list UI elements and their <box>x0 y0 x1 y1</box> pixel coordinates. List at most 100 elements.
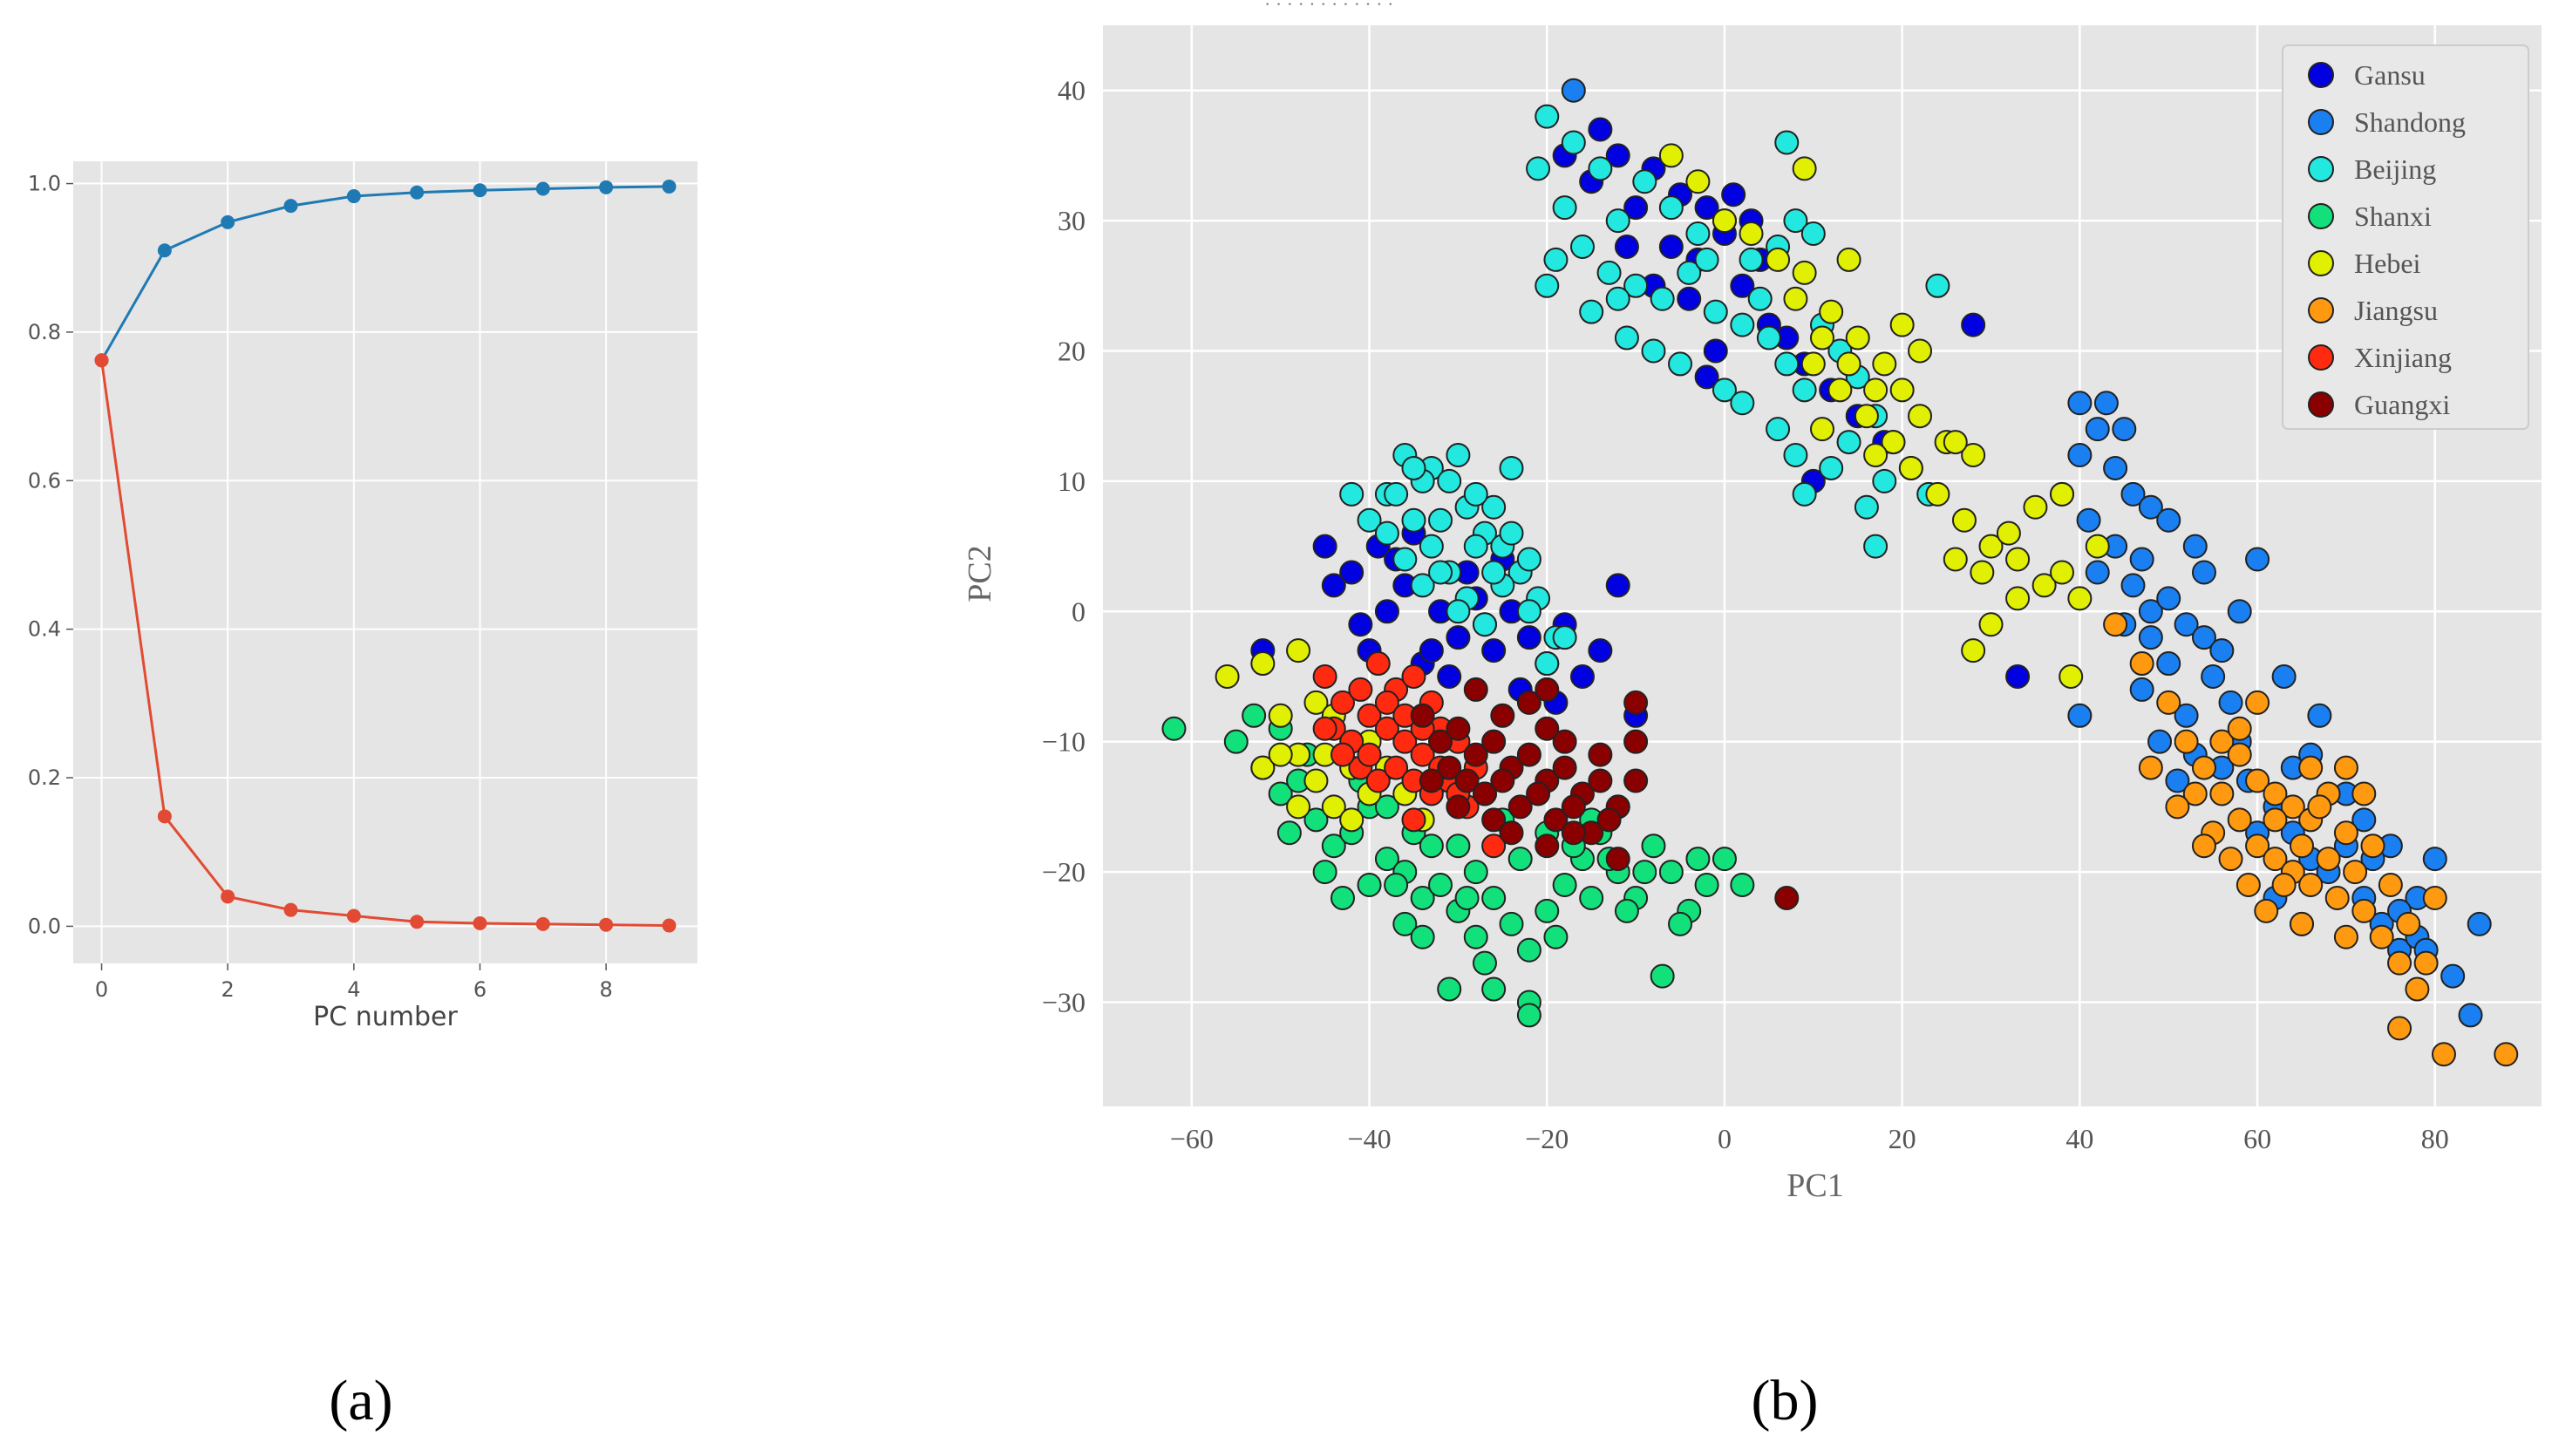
y-axis-label-b: PC2 <box>962 545 998 602</box>
scatter-point-hebei <box>1685 169 1711 194</box>
scatter-point-shanxi <box>1694 873 1719 898</box>
scatter-point-shanxi <box>1223 729 1249 754</box>
tick-label-x-a: 2 <box>221 977 235 1002</box>
scatter-point-xinjiang <box>1365 651 1391 677</box>
tick-label-y-a: 0.4 <box>28 617 61 642</box>
scatter-point-shanxi <box>1454 885 1480 910</box>
data-point-individual <box>599 917 614 932</box>
scatter-point-guangxi <box>1446 716 1471 741</box>
scatter-point-beijing <box>1766 417 1791 442</box>
data-point-individual <box>535 916 550 931</box>
scatter-point-shanxi <box>1268 781 1293 806</box>
scatter-point-shanxi <box>1516 937 1541 963</box>
ticks-b: −60 −40 −20 0 20 40 60 80 −30 −20 −10 0 10 20 30 40 <box>1042 75 2449 1154</box>
scatter-point-gansu <box>1730 273 1755 298</box>
scatter-point-beijing <box>1792 481 1817 507</box>
scatter-point-beijing <box>1446 599 1471 624</box>
legend-marker-xinjiang <box>2308 344 2334 371</box>
tick-label-x-b: −40 <box>1348 1123 1392 1154</box>
scatter-point-xinjiang <box>1330 742 1355 767</box>
scatter-point-hebei <box>1854 404 1879 429</box>
scatter-point-jiangsu <box>2298 873 2324 898</box>
scatter-point-gansu <box>1677 286 1702 311</box>
scatter-point-hebei <box>1970 560 1995 585</box>
scatter-point-beijing <box>1499 520 1524 546</box>
x-axis-label-a: PC number <box>313 1002 458 1032</box>
tick-label-y-a: 0.2 <box>28 765 61 790</box>
scatter-point-hebei <box>1792 156 1817 181</box>
scatter-point-gansu <box>1658 234 1684 259</box>
scatter-point-jiangsu <box>2307 794 2332 820</box>
scatter-point-guangxi <box>1463 742 1488 767</box>
scatter-point-beijing <box>1552 195 1577 221</box>
scatter-point-shanxi <box>1535 898 1560 923</box>
scatter-point-hebei <box>1800 351 1826 377</box>
scatter-point-hebei <box>1819 299 1844 324</box>
scatter-point-xinjiang <box>1357 703 1382 728</box>
scatter-point-beijing <box>1730 391 1755 416</box>
scatter-point-jiangsu <box>2165 794 2190 820</box>
scatter-point-xinjiang <box>1410 742 1435 767</box>
scatter-point-guangxi <box>1526 781 1551 806</box>
scatter-point-beijing <box>1650 286 1675 311</box>
scatter-point-beijing <box>1774 351 1800 377</box>
scatter-point-gansu <box>1570 663 1595 689</box>
scatter-point-jiangsu <box>2191 755 2216 780</box>
scatter-point-hebei <box>2050 560 2074 585</box>
scatter-point-shandong <box>2245 547 2270 572</box>
scatter-point-guangxi <box>1507 794 1533 820</box>
scatter-point-beijing <box>1774 130 1800 155</box>
scatter-point-beijing <box>1446 443 1471 468</box>
scatter-point-beijing <box>1739 247 1764 272</box>
scatter-point-hebei <box>1863 443 1888 468</box>
ticks-a: 0 2 4 6 8 0.0 0.2 0.4 0.6 0.8 1.0 <box>28 172 613 1002</box>
scatter-point-beijing <box>1756 325 1781 350</box>
legend-label-shanxi: Shanxi <box>2354 201 2432 232</box>
scatter-point-jiangsu <box>2333 820 2358 846</box>
scatter-point-beijing <box>1526 156 1551 181</box>
scatter-point-beijing <box>1677 260 1702 285</box>
scatter-point-hebei <box>1925 481 1950 507</box>
scatter-point-hebei <box>2085 534 2110 559</box>
scatter-point-jiangsu <box>2378 873 2403 898</box>
scatter-point-shanxi <box>1321 833 1346 859</box>
scatter-point-xinjiang <box>1384 755 1409 780</box>
scatter-point-hebei <box>1836 351 1861 377</box>
scatter-point-gansu <box>2005 663 2031 689</box>
scatter-point-beijing <box>1410 573 1435 598</box>
scatter-point-beijing <box>1819 455 1844 480</box>
scatter-point-hebei <box>1268 703 1293 728</box>
scatter-point-hebei <box>1836 247 1861 272</box>
scatter-point-guangxi <box>1481 807 1507 833</box>
scatter-point-jiangsu <box>2387 1016 2412 1041</box>
scatter-point-xinjiang <box>1312 716 1337 741</box>
scatter-point-beijing <box>1605 208 1630 234</box>
legend-label-gansu: Gansu <box>2354 59 2426 91</box>
scatter-point-jiangsu <box>2369 924 2394 949</box>
scatter-point-hebei <box>1792 260 1817 285</box>
scatter-point-guangxi <box>1552 729 1577 754</box>
scatter-point-shanxi <box>1730 873 1755 898</box>
scatter-point-shandong <box>2191 560 2216 585</box>
scatter-point-xinjiang <box>1365 768 1391 793</box>
scatter-point-shandong <box>2112 417 2137 442</box>
scatter-point-hebei <box>1810 417 1834 442</box>
scatter-point-shandong <box>2174 612 2199 637</box>
tick-label-x-a: 8 <box>599 977 612 1002</box>
data-point-cumulative <box>157 243 172 258</box>
scatter-point-beijing <box>1516 599 1541 624</box>
scatter-point-hebei <box>1286 638 1311 663</box>
scatter-point-hebei <box>1908 338 1933 364</box>
scatter-point-jiangsu <box>2245 690 2270 715</box>
scatter-point-xinjiang <box>1357 742 1382 767</box>
scatter-point-shanxi <box>1712 847 1737 872</box>
scatter-point-hebei <box>1658 143 1684 168</box>
scatter-point-beijing <box>1854 494 1879 520</box>
scatter-point-guangxi <box>1481 729 1507 754</box>
scatter-point-gansu <box>1312 534 1337 559</box>
scatter-point-shandong <box>2067 391 2093 416</box>
scatter-point-shanxi <box>1579 885 1604 910</box>
scatter-point-shandong <box>2458 1003 2483 1028</box>
scatter-point-shanxi <box>1446 833 1471 859</box>
